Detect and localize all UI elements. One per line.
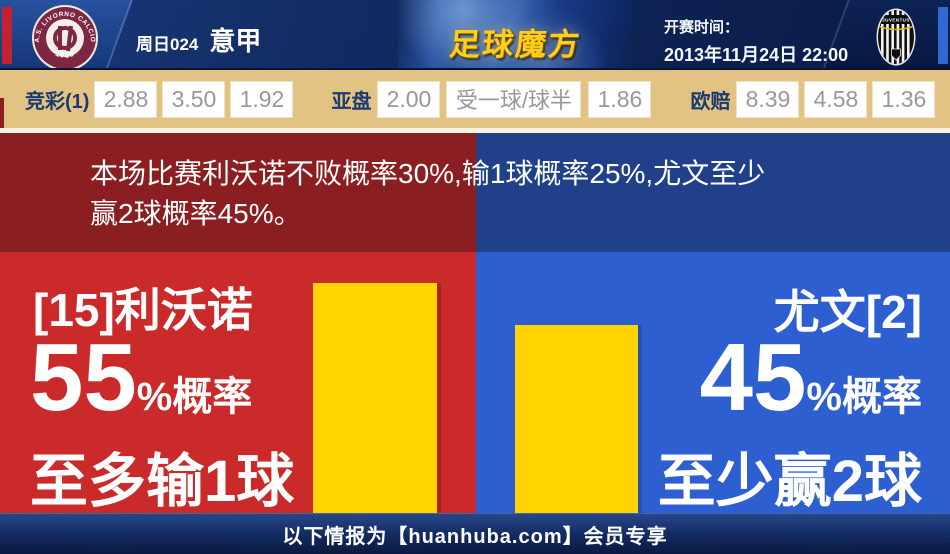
away-team-logo: JUVENTUS xyxy=(876,8,916,66)
svg-text:1915: 1915 xyxy=(54,49,75,60)
oupei-odd-win: 8.39 xyxy=(736,80,800,118)
kickoff-time: 2013年11月24日 22:00 xyxy=(664,45,849,65)
yapan-home-odd: 2.00 xyxy=(377,80,441,118)
kickoff-block: 开赛时间： 2013年11月24日 22:00 xyxy=(664,16,848,67)
away-percent-suffix: %概率 xyxy=(806,375,922,419)
away-outcome: 至少赢2球 xyxy=(657,449,922,514)
brand-logo: 足球魔方 xyxy=(447,27,583,62)
odds-row: 竞彩(1) 2.88 3.50 1.92 亚盘 2.00 受一球/球半 1.86… xyxy=(0,70,950,128)
prediction-panels: [15]利沃诺 55 %概率 至多输1球 尤文[2] 45 %概率 至少赢2球 xyxy=(0,252,950,514)
oupei-odd-draw: 4.58 xyxy=(804,80,868,118)
summary-text: 本场比赛利沃诺不败概率30%,输1球概率25%,尤文至少赢2球概率45%。 xyxy=(90,158,766,229)
separator-line xyxy=(0,128,950,133)
jingcai-odd-draw: 3.50 xyxy=(162,80,226,118)
header-blue-stripe xyxy=(938,7,948,64)
round-label: 周日024 xyxy=(136,35,199,54)
brand-logo-panel: 足球魔方 xyxy=(398,0,633,68)
yapan-away-odd: 1.86 xyxy=(588,80,652,118)
banner-blue-half xyxy=(476,133,950,252)
away-badge-name: JUVENTUS xyxy=(882,18,910,23)
away-percent: 45 %概率 xyxy=(699,324,922,431)
footer-text: 以下情报为【huanhuba.com】会员专享 xyxy=(282,525,668,548)
home-percent: 55 %概率 xyxy=(30,324,253,431)
home-team-logo: A.S. LIVORNO CALCIO 1915 xyxy=(32,5,98,68)
summary-banner: 本场比赛利沃诺不败概率30%,输1球概率25%,尤文至少赢2球概率45%。 xyxy=(0,133,950,252)
footer-bar: 以下情报为【huanhuba.com】会员专享 xyxy=(0,513,950,554)
away-probability-bar xyxy=(515,325,638,513)
home-probability-bar xyxy=(313,283,437,513)
oupei-label: 欧赔 xyxy=(690,90,731,113)
header: A.S. LIVORNO CALCIO 1915 周日024 意甲 足球魔方 开… xyxy=(0,0,950,70)
oupei-odd-lose: 1.36 xyxy=(872,80,936,118)
league-name: 意甲 xyxy=(209,26,262,56)
jingcai-odd-lose: 1.92 xyxy=(230,80,294,118)
yapan-handicap: 受一球/球半 xyxy=(446,80,582,118)
home-badge-year: 1915 xyxy=(54,49,74,60)
away-team-name: 尤文[2] xyxy=(773,286,922,338)
kickoff-label: 开赛时间： xyxy=(664,19,740,36)
jingcai-label: 竞彩(1) xyxy=(25,90,90,113)
jingcai-odd-win: 2.88 xyxy=(94,80,158,118)
home-percent-value: 55 xyxy=(30,324,137,431)
home-team-name: [15]利沃诺 xyxy=(33,284,253,336)
home-outcome: 至多输1球 xyxy=(30,449,295,514)
header-red-stripe xyxy=(2,7,12,64)
banner-red-half xyxy=(0,133,476,252)
away-percent-value: 45 xyxy=(699,324,807,431)
match-info: 周日024 意甲 xyxy=(136,21,261,58)
yapan-label: 亚盘 xyxy=(331,90,372,113)
home-percent-suffix: %概率 xyxy=(136,375,253,419)
